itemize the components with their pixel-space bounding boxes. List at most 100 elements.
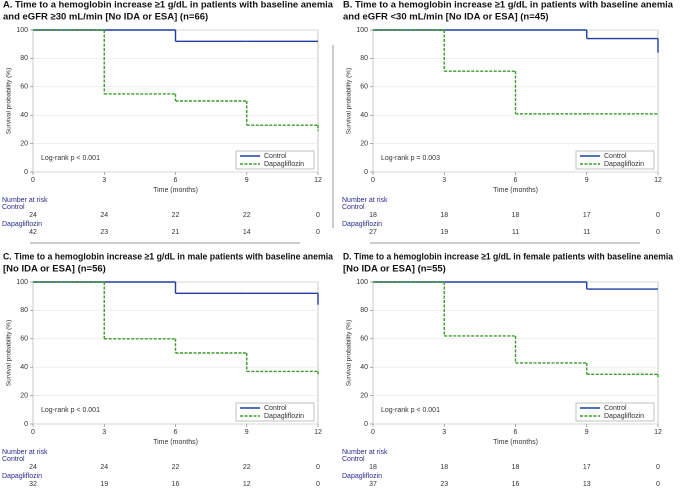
- risk-count: 24: [100, 212, 108, 219]
- y-axis-label: Survival probability (%): [346, 68, 353, 134]
- y-tick-label: 80: [360, 307, 368, 314]
- x-tick-label: 6: [514, 429, 518, 436]
- risk-count: 17: [583, 212, 591, 219]
- chart-panel: D. Time to a hemoglobin increase ≥1 g/dL…: [342, 252, 674, 488]
- y-tick-label: 80: [360, 55, 368, 62]
- y-tick-label: 40: [20, 364, 28, 371]
- y-tick-label: 100: [356, 27, 368, 34]
- x-tick-label: 3: [442, 177, 446, 184]
- risk-count: 18: [369, 212, 377, 219]
- annotation: Log-rank p < 0.001: [41, 407, 100, 414]
- x-tick-label: 12: [654, 429, 662, 436]
- risk-count: 16: [172, 481, 180, 488]
- risk-row-label: Dapagliflozin: [2, 221, 42, 228]
- risk-count: 37: [369, 481, 377, 488]
- chart-title: [No IDA or ESA] (n=55): [343, 264, 446, 275]
- annotation: Log-rank p < 0.001: [381, 407, 440, 414]
- x-axis-label: Time (months): [493, 187, 538, 194]
- y-tick-label: 60: [20, 84, 28, 91]
- x-tick-label: 0: [31, 177, 35, 184]
- y-tick-label: 100: [356, 279, 368, 286]
- risk-count: 21: [172, 229, 180, 236]
- risk-count: 27: [369, 229, 377, 236]
- risk-row-label: Control: [2, 456, 25, 463]
- chart-panel: C. Time to a hemoglobin increase ≥1 g/dL…: [2, 252, 334, 488]
- y-tick-label: 100: [16, 27, 28, 34]
- y-axis-label: Survival probability (%): [346, 320, 353, 386]
- annotation: Log-rank p < 0.001: [41, 155, 100, 162]
- risk-row-label: Control: [342, 456, 365, 463]
- risk-count: 18: [440, 464, 448, 471]
- y-tick-label: 40: [20, 112, 28, 119]
- risk-count: 16: [512, 481, 520, 488]
- y-tick-label: 60: [20, 336, 28, 343]
- x-tick-label: 9: [585, 177, 589, 184]
- risk-table-title: Number at risk: [342, 197, 388, 204]
- risk-count: 14: [243, 229, 251, 236]
- legend-label: Dapagliflozin: [264, 413, 304, 420]
- risk-count: 12: [243, 481, 251, 488]
- risk-count: 0: [656, 481, 660, 488]
- legend-label: Dapagliflozin: [264, 161, 304, 168]
- y-tick-label: 60: [360, 336, 368, 343]
- risk-count: 19: [440, 229, 448, 236]
- chart-panel: A. Time to a hemoglobin increase ≥1 g/dL…: [2, 0, 334, 236]
- risk-row-label: Dapagliflozin: [2, 473, 42, 480]
- x-tick-label: 3: [442, 429, 446, 436]
- y-tick-label: 60: [360, 84, 368, 91]
- risk-table-title: Number at risk: [342, 449, 388, 456]
- x-tick-label: 6: [514, 177, 518, 184]
- risk-count: 18: [369, 464, 377, 471]
- risk-count: 0: [316, 481, 320, 488]
- legend-label: Dapagliflozin: [604, 413, 644, 420]
- risk-count: 11: [512, 229, 519, 236]
- y-tick-label: 20: [20, 392, 28, 399]
- legend-label: Control: [264, 153, 287, 160]
- risk-count: 0: [316, 229, 320, 236]
- risk-count: 17: [583, 464, 591, 471]
- y-tick-label: 80: [20, 307, 28, 314]
- y-tick-label: 0: [364, 421, 368, 428]
- y-tick-label: 0: [24, 421, 28, 428]
- risk-count: 24: [100, 464, 108, 471]
- risk-table-title: Number at risk: [2, 449, 48, 456]
- y-tick-label: 40: [360, 364, 368, 371]
- x-tick-label: 0: [31, 429, 35, 436]
- chart-title: B. Time to a hemoglobin increase ≥1 g/dL…: [343, 0, 674, 11]
- risk-row-label: Dapagliflozin: [342, 221, 382, 228]
- risk-count: 24: [29, 464, 37, 471]
- risk-count: 0: [316, 212, 320, 219]
- risk-row-label: Control: [342, 204, 365, 211]
- risk-count: 32: [29, 481, 37, 488]
- y-tick-label: 20: [360, 140, 368, 147]
- y-axis-label: Survival probability (%): [6, 320, 13, 386]
- risk-row-label: Dapagliflozin: [342, 473, 382, 480]
- chart-title: C. Time to a hemoglobin increase ≥1 g/dL…: [3, 252, 334, 263]
- x-tick-label: 3: [102, 177, 106, 184]
- legend-label: Control: [604, 405, 627, 412]
- y-axis-label: Survival probability (%): [6, 68, 13, 134]
- risk-count: 22: [172, 212, 180, 219]
- legend-label: Control: [264, 405, 287, 412]
- y-tick-label: 20: [20, 140, 28, 147]
- y-tick-label: 0: [364, 169, 368, 176]
- risk-count: 0: [316, 464, 320, 471]
- risk-count: 18: [512, 464, 520, 471]
- chart-panel: B. Time to a hemoglobin increase ≥1 g/dL…: [342, 0, 674, 236]
- y-tick-label: 100: [16, 279, 28, 286]
- chart-title: and eGFR <30 mL/min [No IDA or ESA] (n=4…: [343, 12, 549, 23]
- x-tick-label: 6: [174, 177, 178, 184]
- x-tick-label: 6: [174, 429, 178, 436]
- risk-count: 22: [172, 464, 180, 471]
- legend-label: Dapagliflozin: [604, 161, 644, 168]
- risk-count: 11: [583, 229, 590, 236]
- x-tick-label: 0: [371, 429, 375, 436]
- risk-count: 22: [243, 464, 251, 471]
- risk-count: 42: [29, 229, 37, 236]
- x-tick-label: 0: [371, 177, 375, 184]
- x-tick-label: 12: [654, 177, 662, 184]
- x-tick-label: 9: [245, 177, 249, 184]
- risk-count: 19: [100, 481, 108, 488]
- chart-title: D. Time to a hemoglobin increase ≥1 g/dL…: [343, 252, 674, 263]
